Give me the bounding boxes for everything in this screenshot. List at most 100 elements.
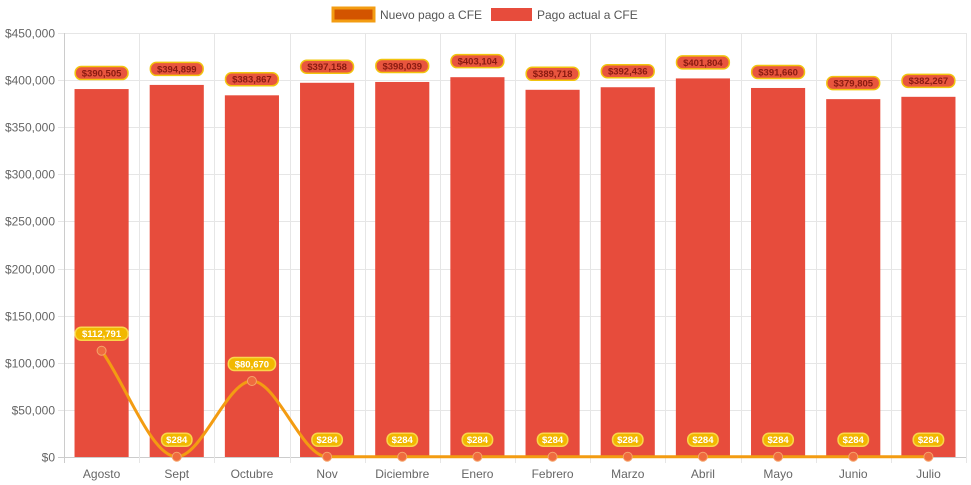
bar-febrero[interactable]: [525, 89, 580, 457]
bar-julio[interactable]: [901, 96, 956, 458]
bar-agosto[interactable]: [74, 89, 129, 458]
line-label-febrero-bg: [536, 432, 569, 447]
bar-octubre[interactable]: [224, 95, 279, 457]
line-label-nov-text: $284: [317, 435, 339, 446]
bar-label-junio-text: $379,805: [833, 79, 873, 90]
bar-label-agosto-bg: [74, 65, 129, 81]
bar-junio[interactable]: [826, 99, 881, 458]
line-point-octubre[interactable]: [246, 375, 257, 386]
bar-label-mayo-bg: [750, 64, 806, 80]
bar-abril[interactable]: [675, 78, 730, 457]
bar-label-octubre-text: $383,867: [232, 75, 272, 86]
line-point-diciembre[interactable]: [397, 451, 408, 462]
line-label-agosto: $112,791: [74, 326, 129, 341]
bar-label-agosto: $390,505: [74, 65, 129, 81]
bar-label-marzo: $392,436: [600, 63, 655, 79]
bar-label-octubre-bg: [224, 72, 280, 87]
x-tick-label-mayo: Mayo: [763, 467, 793, 481]
y-tick-label: $150,000: [5, 310, 55, 324]
line-label-enero-bg: [461, 432, 494, 447]
bar-label-abril-text: $401,804: [683, 58, 723, 69]
line-label-octubre-text: $80,670: [235, 359, 269, 370]
bar-data-labels: $390,505 $394,899 $383,867 $397,158 $398,039…: [74, 53, 956, 91]
bar-label-diciembre: $398,039: [375, 58, 430, 74]
chart-grid: [58, 33, 967, 463]
line-label-marzo: $284: [611, 432, 644, 447]
bar-label-enero-bg: [450, 53, 505, 69]
line-label-enero-text: $284: [467, 435, 489, 446]
bar-label-sept: $394,899: [149, 61, 204, 77]
legend-item-pago-actual[interactable]: Pago actual a CFE: [491, 8, 638, 22]
y-tick-label: $0: [42, 451, 56, 465]
x-tick-label-sept: Sept: [164, 467, 189, 481]
line-label-nov: $284: [311, 432, 344, 447]
legend-label-pago-actual: Pago actual a CFE: [537, 8, 638, 22]
bar-label-enero: $403,104: [450, 53, 505, 69]
bar-label-mayo: $391,660: [750, 64, 806, 80]
bar-label-febrero: $389,718: [525, 66, 580, 82]
y-tick-label: $300,000: [5, 168, 55, 182]
legend-swatch-nuevo-pago: [331, 6, 376, 23]
bar-label-diciembre-text: $398,039: [382, 61, 422, 72]
line-label-enero: $284: [461, 432, 494, 447]
line-label-marzo-text: $284: [617, 435, 639, 446]
bar-diciembre[interactable]: [375, 81, 430, 458]
line-point-sept[interactable]: [171, 451, 182, 462]
x-tick-label-abril: Abril: [691, 467, 715, 481]
line-label-abril-text: $284: [692, 435, 714, 446]
line-label-marzo-bg: [611, 432, 644, 447]
line-point-junio[interactable]: [848, 451, 859, 462]
line-point-marzo[interactable]: [622, 451, 633, 462]
x-axis: Agosto Sept Octubre Nov Diciembre Enero Febrer…: [83, 467, 941, 481]
line-point-febrero[interactable]: [547, 451, 558, 462]
line-label-julio-text: $284: [918, 435, 940, 446]
bar-marzo[interactable]: [600, 87, 655, 457]
line-label-sept-text: $284: [166, 435, 188, 446]
bar-series-pago-actual: [74, 77, 956, 458]
line-label-abril-bg: [686, 432, 719, 447]
line-point-julio[interactable]: [923, 451, 934, 462]
line-label-agosto-bg: [74, 326, 129, 341]
bar-mayo[interactable]: [751, 87, 806, 458]
x-tick-label-marzo: Marzo: [611, 467, 645, 481]
y-axis: $0 $50,000 $100,000 $150,000 $200,000 $250,00…: [5, 27, 55, 465]
bar-label-junio-bg: [826, 75, 881, 91]
bar-label-enero-text: $403,104: [458, 57, 498, 68]
line-point-enero[interactable]: [472, 451, 483, 462]
bar-sept[interactable]: [149, 84, 204, 457]
x-tick-label-junio: Junio: [839, 467, 868, 481]
bar-nov[interactable]: [300, 82, 355, 457]
line-label-abril: $284: [686, 432, 719, 447]
line-series-nuevo-pago: [96, 345, 934, 462]
line-label-agosto-text: $112,791: [82, 329, 122, 340]
bar-label-mayo-text: $391,660: [758, 67, 798, 78]
y-tick-label: $250,000: [5, 215, 55, 229]
x-tick-label-octubre: Octubre: [231, 467, 274, 481]
line-point-nov[interactable]: [322, 451, 333, 462]
line-label-nov-bg: [311, 432, 344, 447]
legend-item-nuevo-pago[interactable]: Nuevo pago a CFE: [331, 6, 482, 23]
x-tick-label-febrero: Febrero: [532, 467, 574, 481]
line-label-sept: $284: [160, 432, 193, 447]
bar-label-sept-text: $394,899: [157, 64, 197, 75]
x-tick-label-enero: Enero: [461, 467, 493, 481]
line-label-diciembre-text: $284: [392, 435, 414, 446]
bar-label-abril: $401,804: [675, 55, 731, 70]
line-label-junio: $284: [837, 432, 870, 447]
line-label-diciembre-bg: [386, 432, 419, 447]
line-label-junio-bg: [837, 432, 870, 447]
bar-label-nov-text: $397,158: [307, 62, 347, 73]
line-label-mayo-text: $284: [768, 435, 790, 446]
bar-label-nov-bg: [299, 59, 355, 75]
line-data-labels: $112,791 $284 $80,670 $284 $284 $284 $284 $284 $…: [74, 326, 945, 447]
line-point-abril[interactable]: [697, 451, 708, 462]
bar-label-abril-bg: [675, 55, 731, 70]
bar-enero[interactable]: [450, 77, 505, 457]
bar-label-febrero-text: $389,718: [533, 69, 573, 80]
bar-label-marzo-text: $392,436: [608, 67, 648, 78]
line-point-agosto[interactable]: [96, 345, 107, 356]
line-label-octubre-bg: [227, 356, 277, 372]
line-label-febrero: $284: [536, 432, 569, 447]
line-point-mayo[interactable]: [773, 451, 784, 462]
